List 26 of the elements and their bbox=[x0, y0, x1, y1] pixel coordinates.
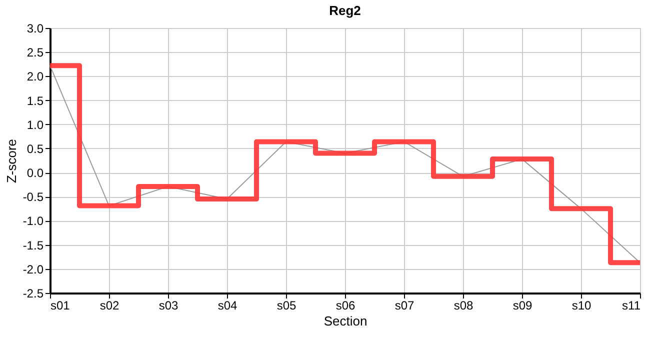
chart-title: Reg2 bbox=[329, 3, 361, 18]
y-axis-title: Z-score bbox=[4, 138, 19, 184]
y-tick-label: 3.0 bbox=[26, 22, 44, 36]
x-tick-label: s07 bbox=[394, 298, 414, 312]
x-tick-label: s09 bbox=[512, 298, 532, 312]
y-tick-label: 0.5 bbox=[26, 142, 44, 156]
y-tick-label: 1.0 bbox=[26, 118, 44, 132]
y-tick-label: -1.0 bbox=[22, 214, 44, 228]
x-tick-label: s11 bbox=[622, 298, 641, 312]
y-tick-label: 1.5 bbox=[26, 94, 44, 108]
y-tick-label: -2.5 bbox=[22, 286, 44, 300]
x-tick-label: s01 bbox=[50, 298, 70, 312]
y-tick-label: -2.0 bbox=[22, 262, 44, 276]
y-tick-label: 0.0 bbox=[26, 166, 44, 180]
x-tick-label: s06 bbox=[336, 298, 356, 312]
x-axis-title: Section bbox=[324, 314, 368, 328]
x-tick-label: s02 bbox=[100, 298, 120, 312]
y-tick-label: 2.5 bbox=[26, 46, 44, 60]
y-tick-label: 2.0 bbox=[26, 70, 44, 84]
x-tick-label: s03 bbox=[158, 298, 178, 312]
x-tick-label: s05 bbox=[276, 298, 296, 312]
x-tick-label: s04 bbox=[218, 298, 238, 312]
y-tick-label: -1.5 bbox=[22, 238, 44, 252]
x-tick-label: s10 bbox=[572, 298, 592, 312]
y-tick-label: -0.5 bbox=[22, 190, 44, 204]
x-tick-label: s08 bbox=[454, 298, 474, 312]
